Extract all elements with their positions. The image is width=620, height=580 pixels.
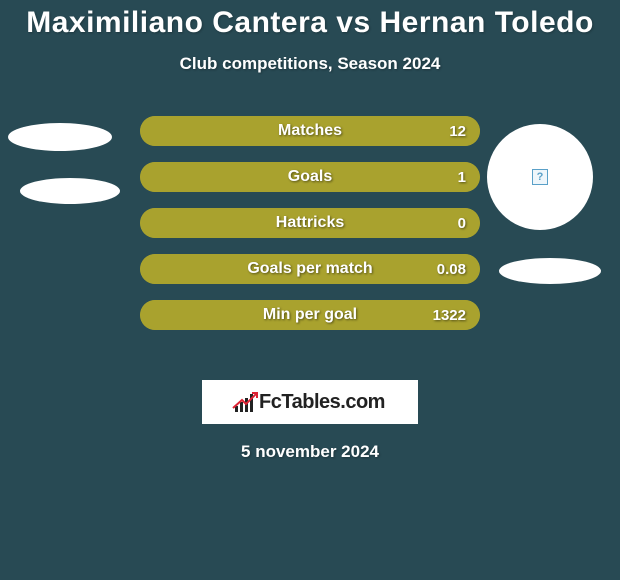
stat-bar-label: Min per goal: [263, 306, 357, 324]
stat-bar-label: Hattricks: [276, 214, 344, 232]
fctables-logo[interactable]: FcTables.com: [202, 380, 418, 424]
page-subtitle: Club competitions, Season 2024: [0, 54, 620, 74]
stat-bar-value: 1322: [433, 307, 466, 324]
stat-bar-row: Goals 1: [140, 162, 480, 192]
stat-bar-value: 0: [458, 215, 466, 232]
stat-bar-value: 12: [449, 123, 466, 140]
stat-bar-label: Matches: [278, 122, 342, 140]
stat-bar-label: Goals: [288, 168, 332, 186]
logo-bars-icon: [235, 392, 253, 412]
stat-bar-row: Goals per match 0.08: [140, 254, 480, 284]
date-line: 5 november 2024: [0, 442, 620, 462]
page-root: Maximiliano Cantera vs Hernan Toledo Clu…: [0, 0, 620, 580]
stat-bar-label: Goals per match: [247, 260, 372, 278]
stat-bar-row: Hattricks 0: [140, 208, 480, 238]
stat-bar-value: 0.08: [437, 261, 466, 278]
comparison-arena: Matches 12 Goals 1 Hattricks 0 Goals per match…: [0, 116, 620, 356]
stat-bar-row: Matches 12: [140, 116, 480, 146]
stat-bars: Matches 12 Goals 1 Hattricks 0 Goals per match…: [140, 116, 480, 346]
stat-bar-value: 1: [458, 169, 466, 186]
stat-bar-row: Min per goal 1322: [140, 300, 480, 330]
page-title: Maximiliano Cantera vs Hernan Toledo: [0, 0, 620, 40]
logo-text: FcTables.com: [259, 391, 385, 414]
